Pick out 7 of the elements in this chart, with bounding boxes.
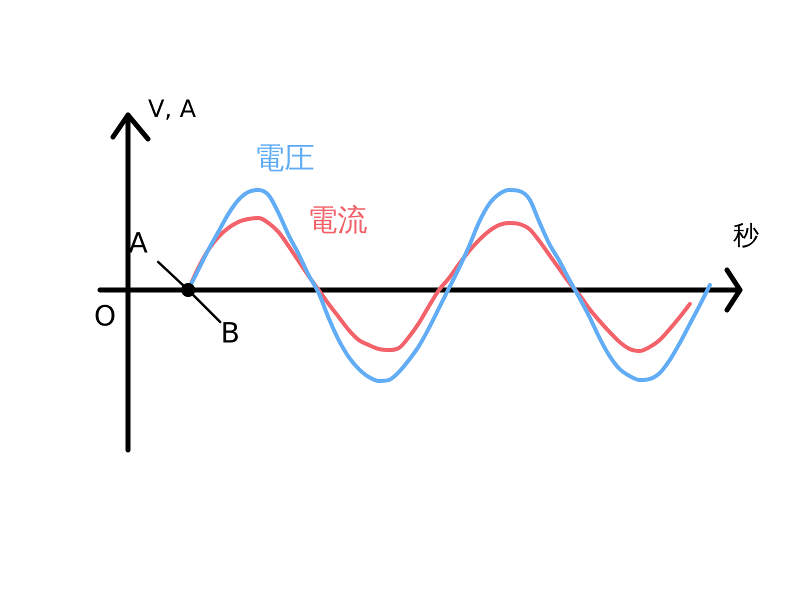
annotation: A (128, 226, 148, 260)
annotation: B (220, 316, 240, 350)
series-label: 電圧 (254, 140, 314, 176)
text: O (94, 299, 116, 332)
x-axis-title: 秒 (733, 220, 759, 251)
series-label: 電流 (307, 202, 368, 238)
y-axis-title: V, A (148, 95, 197, 124)
